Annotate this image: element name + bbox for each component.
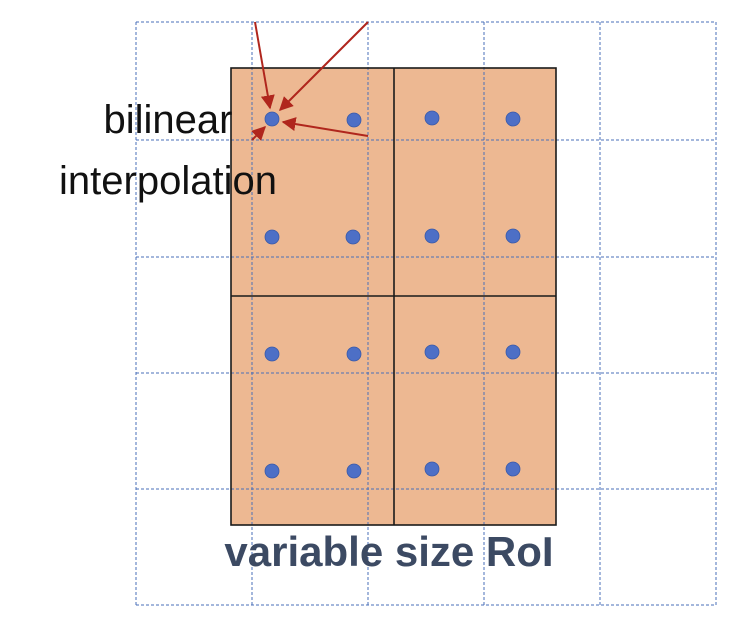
interpolation-label: interpolation: [59, 159, 277, 203]
sample-point: [424, 110, 440, 126]
sample-point: [264, 346, 280, 362]
sample-point: [505, 344, 521, 360]
bilinear-label: bilinear: [104, 98, 233, 142]
feature-map-grid: [135, 21, 717, 606]
sample-point: [264, 229, 280, 245]
arrow-from-right: [281, 117, 369, 137]
roi-bins: [230, 67, 557, 526]
sample-point: [346, 346, 362, 362]
sample-point: [424, 461, 440, 477]
arrow-from-top-right: [279, 21, 369, 111]
arrow-from-top-left: [254, 21, 275, 110]
sample-point: [264, 111, 280, 127]
sample-point: [505, 228, 521, 244]
interpolation-arrows: [251, 21, 369, 141]
sample-point: [424, 228, 440, 244]
arrow-from-bottom-left: [251, 126, 266, 141]
sample-point: [346, 463, 362, 479]
sample-point: [345, 229, 361, 245]
sampling-points: [264, 110, 521, 479]
sample-point: [264, 463, 280, 479]
sample-point: [505, 111, 521, 127]
sample-point: [424, 344, 440, 360]
sample-point: [505, 461, 521, 477]
roi-caption: variable size RoI: [224, 528, 553, 575]
sample-point: [346, 112, 362, 128]
